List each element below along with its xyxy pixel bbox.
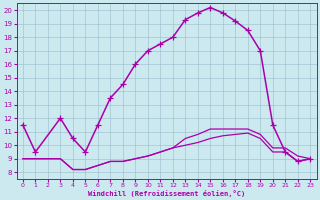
X-axis label: Windchill (Refroidissement éolien,°C): Windchill (Refroidissement éolien,°C) <box>88 190 245 197</box>
